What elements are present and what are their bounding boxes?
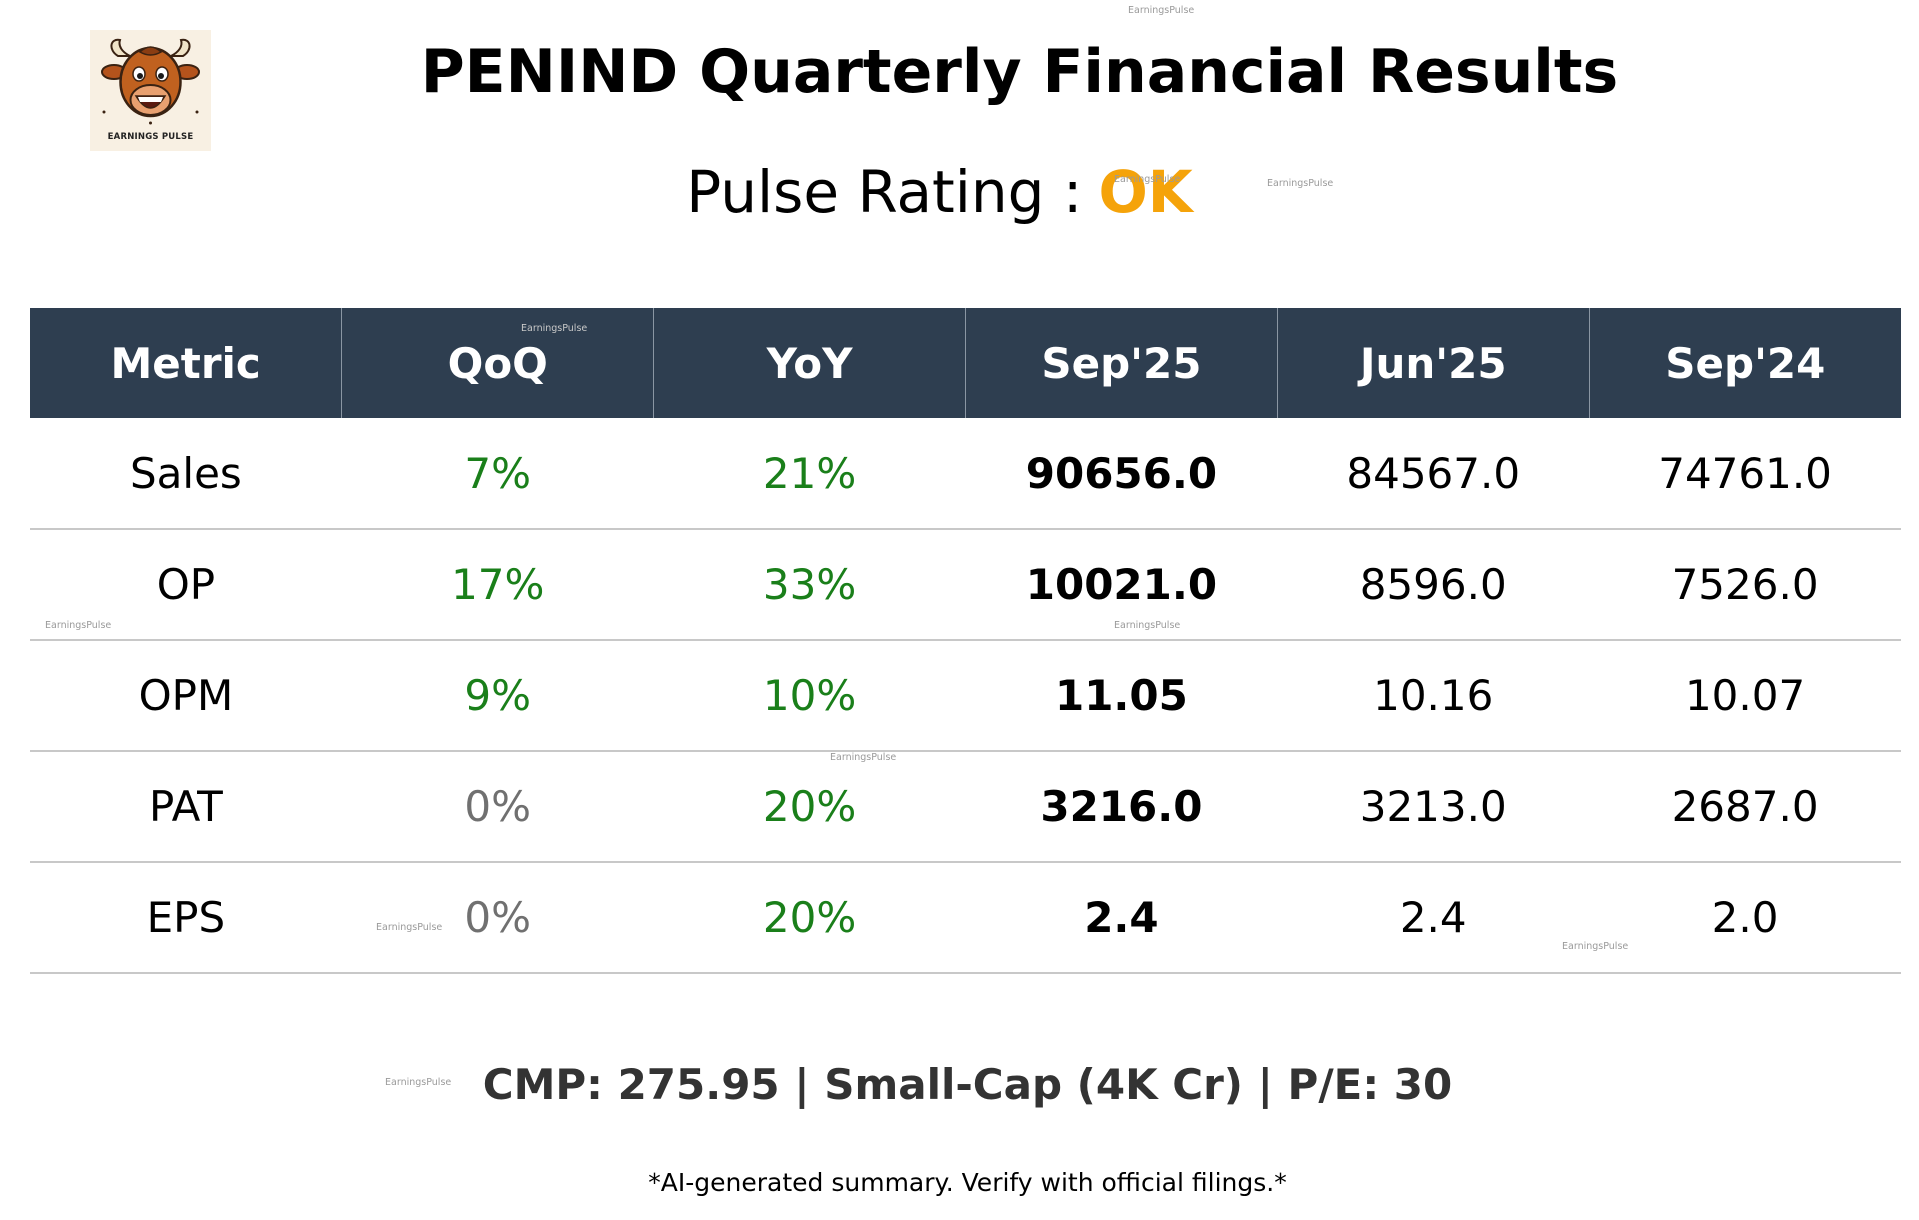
- header-sep25: Sep'25: [964, 308, 1278, 418]
- sep24-cell: 7526.0: [1589, 529, 1901, 641]
- sep25-cell: 90656.0: [965, 418, 1278, 530]
- metric-cell: Sales: [30, 418, 342, 530]
- table-row: EPS 0% 20% 2.4 2.4 2.0: [30, 862, 1901, 974]
- watermark: EarningsPulse: [1114, 174, 1181, 185]
- jun25-cell: 3213.0: [1277, 751, 1590, 863]
- jun25-cell: 8596.0: [1277, 529, 1590, 641]
- watermark: EarningsPulse: [45, 620, 112, 631]
- qoq-cell: 7%: [341, 418, 654, 530]
- metric-cell: OPM: [30, 640, 342, 752]
- metric-cell: PAT: [30, 751, 342, 863]
- metric-cell: EPS: [30, 862, 342, 974]
- table-header-row: Metric QoQ YoY Sep'25 Jun'25 Sep'24: [30, 308, 1901, 418]
- header-metric: Metric: [30, 308, 342, 418]
- table-row: Sales 7% 21% 90656.0 84567.0 74761.0: [30, 418, 1901, 530]
- logo-text: EARNINGS PULSE: [107, 132, 194, 142]
- jun25-cell: 84567.0: [1277, 418, 1590, 530]
- sep25-cell: 3216.0: [965, 751, 1278, 863]
- header-jun25: Jun'25: [1276, 308, 1590, 418]
- table-row: OP 17% 33% 10021.0 8596.0 7526.0: [30, 529, 1901, 641]
- market-summary: CMP: 275.95 | Small-Cap (4K Cr) | P/E: 3…: [482, 1060, 1453, 1109]
- watermark: EarningsPulse: [521, 323, 588, 334]
- qoq-cell: 0%: [341, 751, 654, 863]
- pulse-rating-value: OK: [1098, 158, 1193, 226]
- page-title: PENIND Quarterly Financial Results: [420, 37, 1619, 107]
- watermark: EarningsPulse: [1562, 941, 1629, 952]
- yoy-cell: 20%: [653, 751, 966, 863]
- bull-icon: [101, 38, 200, 125]
- watermark: EarningsPulse: [376, 922, 443, 933]
- sep24-cell: 2.0: [1589, 862, 1901, 974]
- jun25-cell: 10.16: [1277, 640, 1590, 752]
- sep24-cell: 10.07: [1589, 640, 1901, 752]
- disclaimer: *AI-generated summary. Verify with offic…: [648, 1168, 1287, 1197]
- sep25-cell: 11.05: [965, 640, 1278, 752]
- watermark: EarningsPulse: [1128, 5, 1195, 16]
- sep25-cell: 2.4: [965, 862, 1278, 974]
- table-row: PAT 0% 20% 3216.0 3213.0 2687.0: [30, 751, 1901, 863]
- pulse-rating: Pulse Rating : OK: [0, 152, 1919, 232]
- sep25-cell: 10021.0: [965, 529, 1278, 641]
- yoy-cell: 10%: [653, 640, 966, 752]
- earnings-pulse-logo: EARNINGS PULSE: [90, 30, 211, 151]
- jun25-cell: 2.4: [1277, 862, 1590, 974]
- header-sep24: Sep'24: [1588, 308, 1901, 418]
- sep24-cell: 74761.0: [1589, 418, 1901, 530]
- qoq-cell: 0%: [341, 862, 654, 974]
- yoy-cell: 33%: [653, 529, 966, 641]
- qoq-cell: 17%: [341, 529, 654, 641]
- watermark: EarningsPulse: [830, 752, 897, 763]
- watermark: EarningsPulse: [1114, 620, 1181, 631]
- watermark: EarningsPulse: [1267, 178, 1334, 189]
- metric-cell: OP: [30, 529, 342, 641]
- yoy-cell: 21%: [653, 418, 966, 530]
- yoy-cell: 20%: [653, 862, 966, 974]
- watermark: EarningsPulse: [385, 1077, 452, 1088]
- qoq-cell: 9%: [341, 640, 654, 752]
- header-yoy: YoY: [653, 308, 966, 418]
- results-table: Metric QoQ YoY Sep'25 Jun'25 Sep'24 Sale…: [30, 308, 1901, 974]
- table-row: OPM 9% 10% 11.05 10.16 10.07: [30, 640, 1901, 752]
- header-qoq: QoQ: [341, 308, 654, 418]
- pulse-rating-label: Pulse Rating :: [686, 158, 1083, 226]
- sep24-cell: 2687.0: [1589, 751, 1901, 863]
